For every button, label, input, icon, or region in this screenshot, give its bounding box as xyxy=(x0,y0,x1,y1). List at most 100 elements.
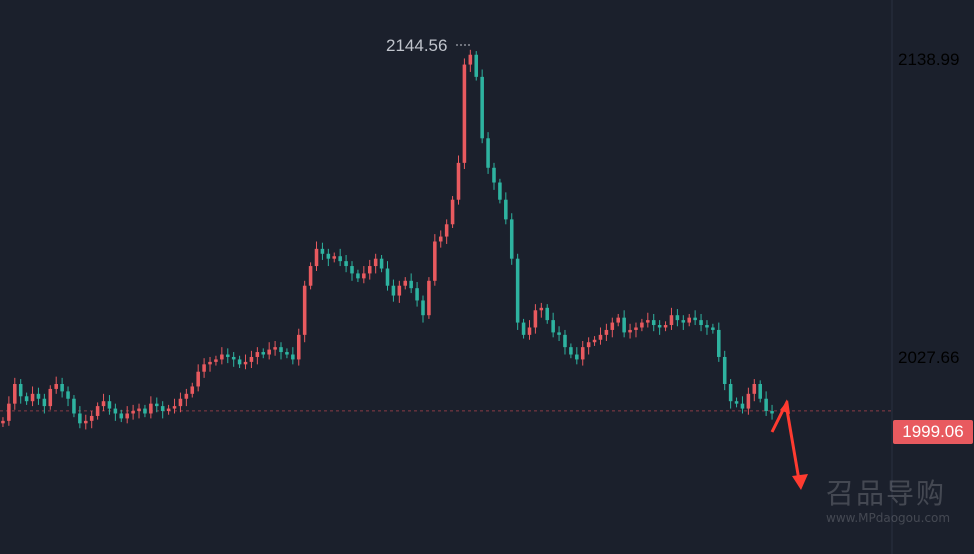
candle xyxy=(243,354,248,370)
candle xyxy=(326,248,331,267)
candle xyxy=(498,178,502,204)
candle xyxy=(137,403,141,419)
candle xyxy=(155,397,159,413)
candle xyxy=(237,355,242,369)
candle-body xyxy=(143,408,147,414)
candle-body xyxy=(427,280,431,316)
candle xyxy=(379,255,384,273)
candle xyxy=(557,326,561,341)
candle-body xyxy=(326,253,331,259)
candle xyxy=(515,253,520,330)
candle xyxy=(663,321,668,332)
candle-body xyxy=(498,182,502,200)
candle-body xyxy=(89,415,94,421)
candle-body xyxy=(675,315,680,321)
candle-body xyxy=(604,329,609,335)
candle xyxy=(462,58,467,169)
candle xyxy=(651,313,656,332)
candle xyxy=(616,313,620,327)
price-axis-label-high: 2138.99 xyxy=(898,50,960,69)
candle-body xyxy=(646,320,650,323)
candle xyxy=(675,309,680,327)
candle-body xyxy=(557,332,561,335)
candle-body xyxy=(54,384,58,389)
candle xyxy=(740,396,745,414)
candle-body xyxy=(125,413,129,419)
candle-body xyxy=(527,327,532,335)
candle xyxy=(569,343,573,359)
candle-body xyxy=(433,241,437,281)
candle-body xyxy=(711,327,715,330)
candle xyxy=(486,132,490,174)
candle-body xyxy=(225,354,230,357)
candle xyxy=(42,393,47,414)
candle-body xyxy=(302,285,307,335)
candle xyxy=(687,313,691,327)
candle-body xyxy=(699,320,703,326)
candle xyxy=(13,377,17,410)
candle-body xyxy=(403,280,408,286)
candle-body xyxy=(338,256,342,262)
candle-body xyxy=(107,401,112,409)
candle xyxy=(533,304,538,334)
candle-body xyxy=(634,327,638,330)
candle-body xyxy=(722,356,727,384)
candle xyxy=(527,320,532,340)
candle-body xyxy=(1,420,5,424)
candle xyxy=(752,379,757,402)
candle-body xyxy=(746,393,751,409)
price-axis-label-mid: 2027.66 xyxy=(898,348,960,367)
watermark-url: www.MPdaogou.com xyxy=(826,511,951,525)
candle xyxy=(604,323,609,341)
candle xyxy=(291,347,295,365)
candle xyxy=(131,404,135,420)
candle-body xyxy=(444,224,449,237)
candle xyxy=(344,255,348,273)
candle-body xyxy=(7,403,11,421)
candle-body xyxy=(190,386,195,394)
candle-body xyxy=(178,398,183,407)
candle xyxy=(95,402,100,420)
candle-body xyxy=(95,406,100,416)
candle-body xyxy=(373,258,378,267)
current-price-tag: 1999.06 xyxy=(893,420,973,444)
candle-body xyxy=(314,248,319,267)
candle-body xyxy=(515,258,520,323)
candle-body xyxy=(356,273,360,279)
candle-body xyxy=(717,329,721,357)
candle xyxy=(320,242,325,260)
candle-body xyxy=(30,393,35,402)
candle-body xyxy=(551,320,555,333)
candle xyxy=(509,213,514,265)
candle xyxy=(255,347,260,365)
candle xyxy=(231,352,236,367)
candle xyxy=(119,409,124,423)
candle xyxy=(89,411,94,429)
candle-body xyxy=(521,322,526,335)
candle xyxy=(480,69,484,144)
candle-body xyxy=(320,248,325,254)
candle xyxy=(628,323,632,339)
watermark-logo: 召品导购 xyxy=(826,477,947,510)
candle xyxy=(279,342,283,360)
candle xyxy=(48,385,53,410)
candle xyxy=(758,380,762,403)
candle xyxy=(427,277,431,319)
candle-body xyxy=(13,384,17,404)
candle xyxy=(711,323,715,334)
candle xyxy=(746,387,751,415)
candle xyxy=(634,322,638,338)
candle xyxy=(770,404,774,420)
candle xyxy=(267,342,271,360)
candle xyxy=(421,295,425,323)
candle-body xyxy=(657,325,662,328)
candle xyxy=(391,279,396,302)
candle xyxy=(444,219,449,244)
candle xyxy=(125,406,129,424)
candle-body xyxy=(628,329,632,333)
candle-body xyxy=(569,347,573,355)
candle-body xyxy=(504,199,508,220)
candle-body xyxy=(42,398,47,407)
candle-body xyxy=(78,413,82,424)
candle-body xyxy=(640,322,644,328)
